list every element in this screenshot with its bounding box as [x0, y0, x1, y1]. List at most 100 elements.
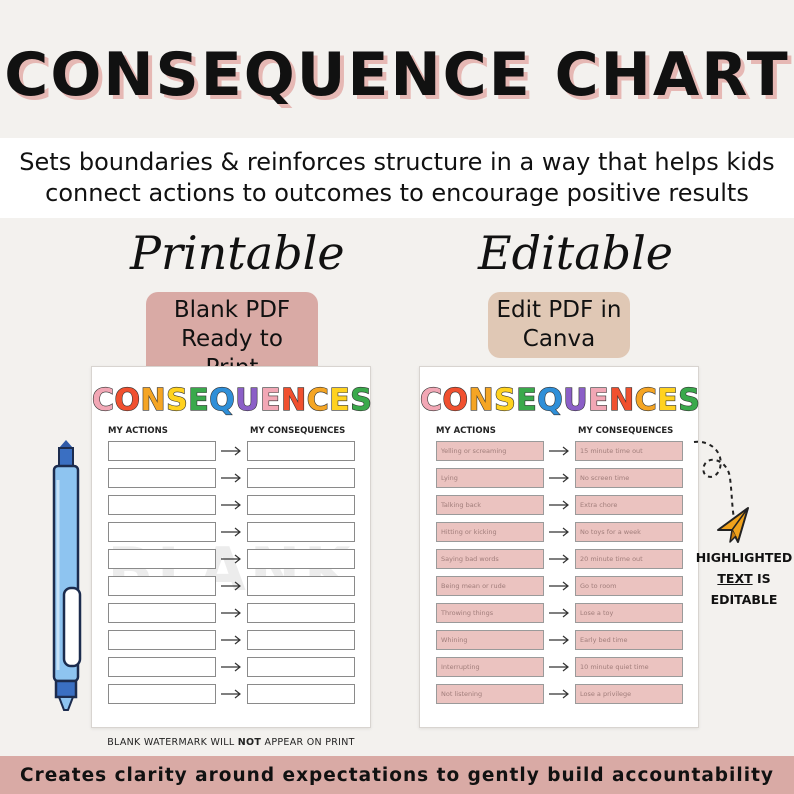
- col-head-actions: MY ACTIONS: [108, 426, 168, 436]
- action-field[interactable]: Yelling or screaming: [436, 441, 544, 461]
- consequence-box: [247, 684, 355, 704]
- title-letter: N: [468, 382, 495, 418]
- footer-banner: Creates clarity around expectations to g…: [0, 756, 794, 794]
- action-field[interactable]: Talking back: [436, 495, 544, 515]
- action-field[interactable]: Interrupting: [436, 657, 544, 677]
- title-letter: O: [442, 382, 469, 418]
- arrow-right-icon: [549, 581, 569, 591]
- action-box: [108, 468, 216, 488]
- consequence-box: [247, 576, 355, 596]
- consequence-field[interactable]: 10 minute quiet time: [575, 657, 683, 677]
- blank-sheet: CONSEQUENCES MY ACTIONS MY CONSEQUENCES …: [91, 366, 373, 728]
- title-letter: S: [494, 382, 517, 418]
- arrow-right-icon: [221, 662, 241, 672]
- consequence-field[interactable]: Extra chore: [575, 495, 683, 515]
- editable-pill-line-2: Canva: [522, 326, 596, 352]
- action-field[interactable]: Being mean or rude: [436, 576, 544, 596]
- subtitle-line-1: Sets boundaries & reinforces structure i…: [19, 148, 775, 176]
- consequence-field[interactable]: Go to room: [575, 576, 683, 596]
- action-box: [108, 657, 216, 677]
- action-field[interactable]: Whining: [436, 630, 544, 650]
- subtitle-band: Sets boundaries & reinforces structure i…: [0, 138, 794, 218]
- arrow-right-icon: [221, 608, 241, 618]
- watermark-note-before: BLANK WATERMARK WILL: [107, 737, 238, 748]
- action-field[interactable]: Not listening: [436, 684, 544, 704]
- arrow-right-icon: [221, 446, 241, 456]
- title-letter: C: [91, 382, 115, 418]
- editable-label: Editable: [478, 226, 674, 280]
- consequence-box: [247, 549, 355, 569]
- title-letter: C: [634, 382, 658, 418]
- title-letter: S: [350, 382, 373, 418]
- action-box: [108, 495, 216, 515]
- action-box: [108, 522, 216, 542]
- annotation-line-2-rest: IS: [752, 571, 771, 586]
- consequence-field[interactable]: Lose a privilege: [575, 684, 683, 704]
- arrow-right-icon: [549, 608, 569, 618]
- title-letter: N: [140, 382, 167, 418]
- title-letter: E: [516, 382, 538, 418]
- title-letter: Q: [209, 382, 236, 418]
- pen-icon: [52, 440, 82, 711]
- action-box: [108, 549, 216, 569]
- arrow-right-icon: [221, 473, 241, 483]
- action-field[interactable]: Hitting or kicking: [436, 522, 544, 542]
- printable-pill-line-1: Blank PDF: [173, 297, 291, 323]
- action-box: [108, 576, 216, 596]
- consequence-box: [247, 603, 355, 623]
- sheet-title: CONSEQUENCES: [91, 382, 373, 418]
- title-letter: U: [235, 382, 261, 418]
- arrow-right-icon: [221, 581, 241, 591]
- consequence-field[interactable]: No screen time: [575, 468, 683, 488]
- consequence-field[interactable]: Lose a toy: [575, 603, 683, 623]
- consequence-box: [247, 441, 355, 461]
- watermark-note: BLANK WATERMARK WILL NOT APPEAR ON PRINT: [91, 737, 371, 748]
- watermark-note-emphasis: NOT: [237, 737, 262, 748]
- title-letter: C: [306, 382, 330, 418]
- consequence-field[interactable]: 20 minute time out: [575, 549, 683, 569]
- title-letter: S: [166, 382, 189, 418]
- printable-label: Printable: [130, 226, 345, 280]
- consequence-box: [247, 468, 355, 488]
- title-letter: C: [419, 382, 443, 418]
- title-letter: E: [657, 382, 679, 418]
- consequence-box: [247, 657, 355, 677]
- action-box: [108, 684, 216, 704]
- arrow-right-icon: [549, 662, 569, 672]
- highlighted-text-annotation: HIGHLIGHTED TEXT IS EDITABLE: [694, 547, 794, 610]
- action-field[interactable]: Saying bad words: [436, 549, 544, 569]
- title-letter: E: [329, 382, 351, 418]
- action-box: [108, 630, 216, 650]
- arrow-right-icon: [549, 635, 569, 645]
- arrow-right-icon: [221, 527, 241, 537]
- consequence-field[interactable]: 15 minute time out: [575, 441, 683, 461]
- arrow-right-icon: [549, 500, 569, 510]
- consequence-field[interactable]: No toys for a week: [575, 522, 683, 542]
- arrow-right-icon: [549, 689, 569, 699]
- title-letter: E: [260, 382, 282, 418]
- col-head-actions: MY ACTIONS: [436, 426, 496, 436]
- consequence-field[interactable]: Early bed time: [575, 630, 683, 650]
- arrow-right-icon: [221, 635, 241, 645]
- action-field[interactable]: Throwing things: [436, 603, 544, 623]
- arrow-right-icon: [549, 554, 569, 564]
- subtitle-line-2: connect actions to outcomes to encourage…: [45, 179, 749, 207]
- title-letter: E: [588, 382, 610, 418]
- arrow-right-icon: [221, 500, 241, 510]
- title-letter: Q: [537, 382, 564, 418]
- editable-sheet: CONSEQUENCES MY ACTIONS MY CONSEQUENCES …: [419, 366, 701, 728]
- title-letter: U: [563, 382, 589, 418]
- arrow-right-icon: [549, 446, 569, 456]
- title-letter: E: [188, 382, 210, 418]
- editable-pill: Edit PDF in Canva: [488, 292, 630, 358]
- arrow-right-icon: [221, 554, 241, 564]
- consequence-box: [247, 495, 355, 515]
- col-head-consequences: MY CONSEQUENCES: [250, 426, 346, 436]
- annotation-line-2: TEXT IS: [694, 568, 794, 589]
- title-letter: O: [114, 382, 141, 418]
- title-letter: N: [609, 382, 635, 418]
- action-box: [108, 603, 216, 623]
- page-title: CONSEQUENCE CHART: [4, 40, 790, 110]
- action-field[interactable]: Lying: [436, 468, 544, 488]
- arrow-right-icon: [549, 473, 569, 483]
